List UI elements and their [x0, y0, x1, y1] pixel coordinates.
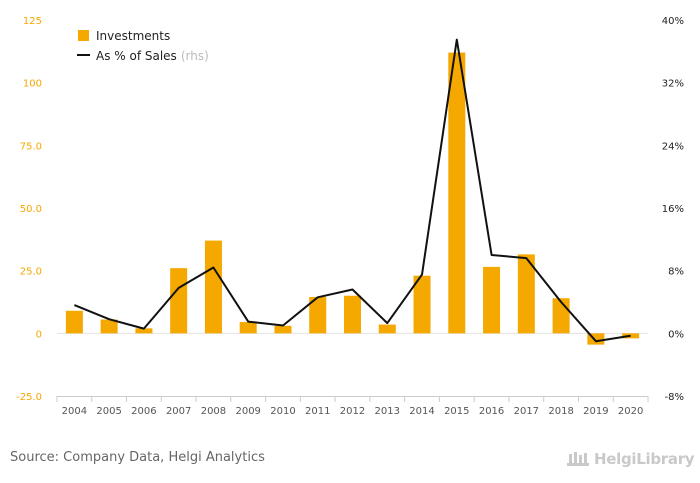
y-left-tick-label: 25.0	[20, 267, 42, 278]
source-note: Source: Company Data, Helgi Analytics	[10, 450, 265, 465]
bar-investments	[483, 266, 501, 334]
y-left-tick-label: 75.0	[20, 141, 42, 152]
bar-investments	[448, 52, 466, 334]
bar-investments	[204, 240, 222, 334]
legend-pct-suffix: (rhs)	[181, 49, 209, 63]
y-left-tick-label: 0	[36, 329, 42, 340]
x-tick-label: 2015	[444, 406, 469, 417]
chart: 125 100 75.0 50.0 25.0 0 -25.0 40% 32% 24% 16% 8% 0%…	[16, 16, 684, 417]
plot-area: 125 100 75.0 50.0 25.0 0 -25.0 40% 32% 24% 16% 8% 0%…	[16, 16, 684, 417]
bar-investments	[413, 275, 431, 334]
bar-investments	[135, 328, 153, 334]
y-left-tick-label: 50.0	[20, 204, 42, 215]
x-tick-label: 2004	[62, 406, 87, 417]
x-tick-label: 2017	[514, 406, 539, 417]
y-left-tick-label: 100	[23, 79, 42, 90]
y-right-tick-label: 24%	[662, 141, 684, 152]
bar-investments	[517, 254, 535, 334]
x-tick-label: 2009	[235, 406, 260, 417]
library-icon	[567, 452, 589, 466]
y-right-tick-label: 16%	[662, 204, 684, 215]
legend: Investments As % of Sales (rhs)	[77, 29, 209, 63]
bar-investments	[378, 324, 396, 334]
x-tick-label: 2013	[375, 406, 400, 417]
x-tick-label: 2020	[618, 406, 643, 417]
bar-investments	[587, 333, 605, 345]
y-left-tick-label: -25.0	[16, 392, 42, 403]
x-tick-label: 2010	[270, 406, 295, 417]
y-right-tick-label: -8%	[665, 392, 684, 403]
x-tick-label: 2005	[96, 406, 121, 417]
brand-name: HelgiLibrary	[594, 450, 695, 468]
bar-investments	[65, 310, 83, 334]
y-right-tick-label: 40%	[662, 16, 684, 27]
brand-logo: HelgiLibrary	[566, 448, 695, 470]
y-left-tick-label: 125	[23, 16, 42, 27]
x-tick-label: 2011	[305, 406, 330, 417]
legend-pct-name: As % of Sales	[96, 49, 177, 63]
bar-investments	[309, 296, 327, 334]
legend-investments-label: Investments	[96, 29, 170, 43]
legend-pct-label: As % of Sales (rhs)	[96, 49, 209, 63]
x-tick-label: 2007	[166, 406, 191, 417]
x-tick-label: 2018	[548, 406, 573, 417]
x-tick-label: 2014	[409, 406, 434, 417]
bar-investments	[239, 322, 257, 334]
bar-investments	[274, 325, 292, 334]
x-tick-label: 2012	[340, 406, 365, 417]
y-right-tick-label: 8%	[668, 267, 684, 278]
bar-investments	[100, 319, 118, 334]
bar-investments	[170, 268, 188, 334]
bar-investments	[344, 295, 361, 334]
line-pct-of-sales	[74, 38, 631, 343]
x-tick-label: 2016	[479, 406, 504, 417]
legend-investments-swatch	[78, 30, 89, 41]
x-tick-label: 2008	[201, 406, 226, 417]
bar-investments	[552, 298, 570, 334]
x-tick-label: 2006	[131, 406, 156, 417]
x-tick-label: 2019	[583, 406, 608, 417]
y-right-tick-label: 0%	[668, 329, 684, 340]
y-right-tick-label: 32%	[662, 79, 684, 90]
